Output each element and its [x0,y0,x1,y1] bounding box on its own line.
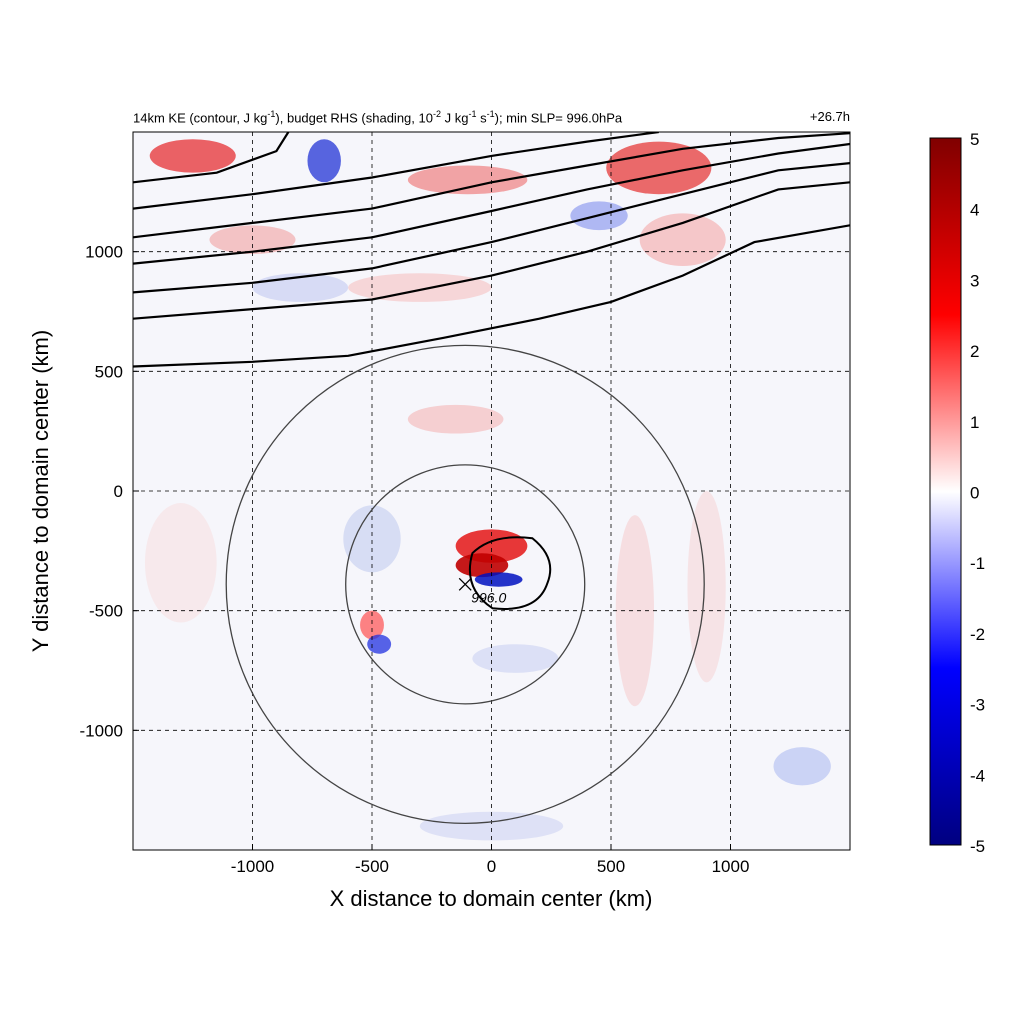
ke-contour-line [133,132,290,184]
forecast-time-label: +26.7h [809,109,850,124]
title-text: ), budget RHS (shading, 10 [275,110,433,126]
colorbar-tick-label: -1 [970,554,985,573]
colorbar-tick-label: 1 [970,413,979,432]
y-tick-label: 0 [114,482,123,501]
ke-contour-line [133,224,850,368]
colorbar-tick-label: -3 [970,696,985,715]
title-text: s [476,110,487,126]
range-ring [345,464,586,705]
colorbar: 5 4 3 2 1 0 -1 -2 -3 -4 -5 [929,130,985,856]
title-text: 14km KE (contour, J kg [133,110,268,126]
shading-blob [455,553,509,578]
colorbar-tick-label: 3 [970,271,979,290]
y-tick-label: -1000 [80,721,123,740]
shading-blob [307,139,341,183]
shading-blob [149,139,236,173]
x-tick-label: -1000 [231,857,274,876]
colorbar-tick-label: 2 [970,342,979,361]
colorbar-tick-label: 0 [970,484,979,503]
colorbar-ramp [929,137,962,846]
shading-blob [348,273,492,302]
colorbar-tick-label: -5 [970,837,985,856]
min-slp-label: 996.0 [471,589,506,605]
x-tick-label: 0 [487,857,496,876]
title-superscript: -1 [267,109,276,119]
shading-blob [687,491,726,683]
ke-contour-line [133,181,850,320]
y-tick-label: -500 [89,602,123,621]
range-ring [225,344,705,824]
ke-contour-line [133,142,850,265]
shading-blob [472,644,559,673]
ke-contour-line [133,132,850,239]
ke-contour-line [133,132,659,210]
shading-blob [407,404,504,434]
title-superscript: -2 [432,109,441,119]
colorbar-tick-label: 5 [970,130,979,149]
x-tick-label: -500 [355,857,389,876]
min-slp-marker [458,577,472,591]
title-superscript: -1 [468,109,477,119]
y-tick-label: 1000 [85,243,123,262]
ke-contour-core [468,536,552,610]
shading-blob [419,811,564,841]
chart-title: 14km KE (contour, J kg-1), budget RHS (s… [133,109,622,125]
x-tick-label: 500 [597,857,625,876]
title-text: ); min SLP= 996.0hPa [494,110,623,126]
shading-blob [144,503,217,623]
shading-blob [639,213,726,266]
title-superscript: -1 [486,109,495,119]
shading-blob [367,634,392,654]
colorbar-tick-label: -4 [970,766,985,785]
shading-blob [773,747,831,786]
y-axis-label: Y distance to domain center (km) [28,330,53,652]
colorbar-tick-label: 4 [970,201,979,220]
shading-blob [343,505,401,573]
ke-contour-line [133,162,850,294]
shading-blob [407,165,528,195]
colorbar-tick-label: -2 [970,625,985,644]
y-tick-label: 500 [95,362,123,381]
shading-blob [360,610,384,640]
plot-area: 996.0 -1000 -500 0 500 1000 -1000 -500 0 500 1000 [80,131,851,876]
title-text: J kg [440,110,469,126]
shading-blob [615,515,655,707]
ke-contours [133,132,850,610]
shading-blob [474,572,523,587]
x-tick-label: 1000 [712,857,750,876]
x-axis-label: X distance to domain center (km) [330,886,653,911]
